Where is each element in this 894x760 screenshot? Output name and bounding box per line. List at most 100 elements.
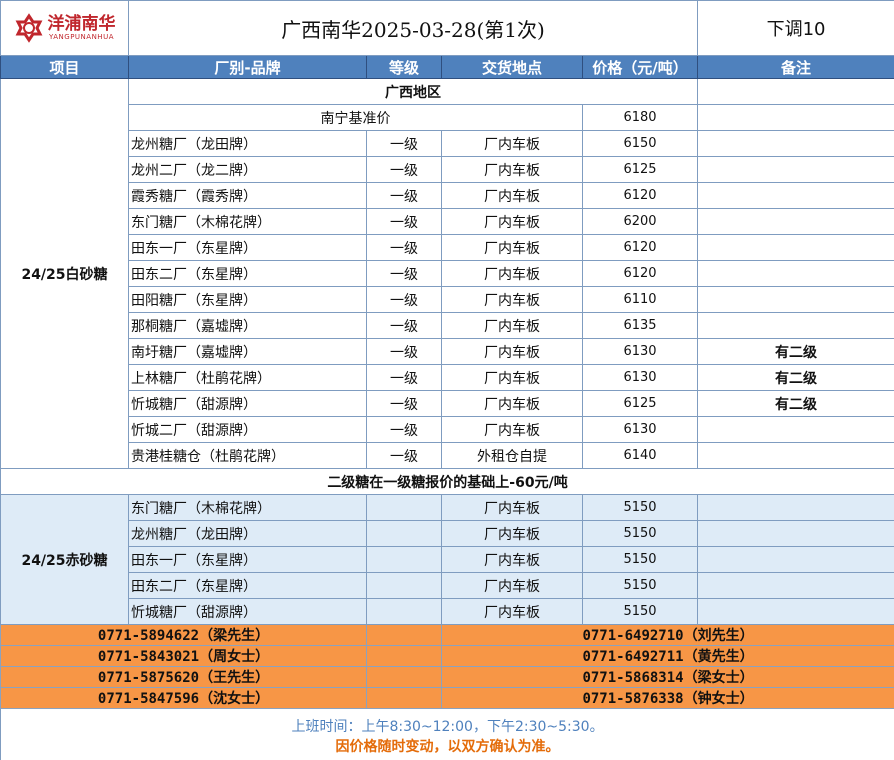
delivery-location: 厂内车板 xyxy=(441,286,583,313)
contact-phone: 0771-5847596（沈女士） xyxy=(0,687,367,709)
contact-row: 0771-5894622（梁先生） 0771-6492710（刘先生） xyxy=(0,624,894,646)
grade xyxy=(366,546,442,573)
factory-brand: 田东二厂（东星牌） xyxy=(128,260,367,287)
table-row: 24/25赤砂糖 东门糖厂（木棉花牌） 厂内车板 5150 xyxy=(0,494,894,625)
table-row: 田东二厂（东星牌） 厂内车板 5150 xyxy=(1,572,894,599)
grade: 一级 xyxy=(366,208,442,235)
grade: 一级 xyxy=(366,416,442,443)
logo-icon xyxy=(15,13,42,43)
factory-brand: 忻城糖厂（甜源牌） xyxy=(128,598,367,625)
note xyxy=(697,156,894,183)
col-header-factory: 厂别-品牌 xyxy=(128,55,367,79)
factory-brand: 田东二厂（东星牌） xyxy=(128,572,367,599)
factory-brand: 龙州糖厂（龙田牌） xyxy=(128,130,367,157)
price: 6150 xyxy=(581,130,699,157)
grade: 一级 xyxy=(366,260,442,287)
note xyxy=(697,182,894,209)
contact-row: 0771-5847596（沈女士） 0771-5876338（钟女士） xyxy=(0,687,894,709)
contact-phone: 0771-5876338（钟女士） xyxy=(440,687,894,709)
note-cell xyxy=(697,104,894,131)
delivery-location: 厂内车板 xyxy=(441,364,583,391)
delivery-location: 厂内车板 xyxy=(441,312,583,339)
delivery-location: 厂内车板 xyxy=(441,130,583,157)
factory-brand: 龙州糖厂（龙田牌） xyxy=(128,520,367,547)
note xyxy=(697,598,894,625)
table-row: 忻城糖厂（甜源牌） 一级 厂内车板 6125 有二级 xyxy=(1,390,894,417)
grade: 一级 xyxy=(366,182,442,209)
office-hours: 上班时间：上午8:30~12:00，下午2:30~5:30。 xyxy=(291,719,604,735)
price: 6130 xyxy=(581,364,699,391)
grade: 一级 xyxy=(366,156,442,183)
price: 6200 xyxy=(581,208,699,235)
note: 有二级 xyxy=(697,364,894,391)
table-row: 龙州二厂（龙二牌） 一级 厂内车板 6125 xyxy=(1,156,894,183)
col-header-note: 备注 xyxy=(697,55,894,79)
price: 6125 xyxy=(581,390,699,417)
price: 5150 xyxy=(581,520,699,547)
grade: 一级 xyxy=(366,442,442,469)
contact-row: 0771-5843021（周女士） 0771-6492711（黄先生） xyxy=(0,645,894,667)
grade: 一级 xyxy=(366,364,442,391)
delivery-location: 厂内车板 xyxy=(441,182,583,209)
factory-brand: 田阳糖厂（东星牌） xyxy=(128,286,367,313)
delivery-location: 厂内车板 xyxy=(441,260,583,287)
logo-text: 洋浦南华 xyxy=(47,14,116,34)
table-row: 田东一厂（东星牌） 一级 厂内车板 6120 xyxy=(1,234,894,261)
contact-phone: 0771-5875620（王先生） xyxy=(0,666,367,688)
brown-sugar-label: 24/25赤砂糖 xyxy=(0,494,129,625)
factory-brand: 上林糖厂（杜鹃花牌） xyxy=(128,364,367,391)
delivery-location: 厂内车板 xyxy=(441,572,583,599)
sheet-title: 广西南华2025-03-28(第1次) xyxy=(127,0,699,56)
delivery-location: 厂内车板 xyxy=(441,598,583,625)
factory-brand: 贵港桂糖仓（杜鹃花牌） xyxy=(128,442,367,469)
price-adjustment: 下调10 xyxy=(697,0,894,56)
empty-cell xyxy=(366,645,442,667)
note xyxy=(697,546,894,573)
note xyxy=(697,130,894,157)
col-header-grade: 等级 xyxy=(366,55,442,79)
price: 5150 xyxy=(581,546,699,573)
note xyxy=(697,494,894,521)
base-price: 6180 xyxy=(581,104,699,131)
price: 6135 xyxy=(581,312,699,339)
price: 5150 xyxy=(581,494,699,521)
contact-phone: 0771-6492711（黄先生） xyxy=(440,645,894,667)
logo: 洋浦南华 YANGPUNANHUA xyxy=(0,0,129,56)
col-header-item: 项目 xyxy=(0,55,129,79)
note xyxy=(697,260,894,287)
grade xyxy=(366,598,442,625)
table-row: 忻城糖厂（甜源牌） 厂内车板 5150 xyxy=(1,598,894,625)
empty-cell xyxy=(366,624,442,646)
contact-phone: 0771-5843021（周女士） xyxy=(0,645,367,667)
price: 6120 xyxy=(581,260,699,287)
delivery-location: 厂内车板 xyxy=(441,390,583,417)
table-row: 田东二厂（东星牌） 一级 厂内车板 6120 xyxy=(1,260,894,287)
price: 6140 xyxy=(581,442,699,469)
delivery-location: 厂内车板 xyxy=(441,234,583,261)
note xyxy=(697,312,894,339)
region-label: 广西地区 xyxy=(127,78,699,105)
grade: 一级 xyxy=(366,234,442,261)
note: 有二级 xyxy=(697,338,894,365)
delivery-location: 厂内车板 xyxy=(441,416,583,443)
price: 6120 xyxy=(581,234,699,261)
grade: 一级 xyxy=(366,338,442,365)
grade: 一级 xyxy=(366,312,442,339)
table-row: 霞秀糖厂（霞秀牌） 一级 厂内车板 6120 xyxy=(1,182,894,209)
contact-row: 0771-5875620（王先生） 0771-5868314（梁女士） xyxy=(0,666,894,688)
table-row: 贵港桂糖仓（杜鹃花牌） 一级 外租仓自提 6140 xyxy=(1,442,894,469)
note xyxy=(697,520,894,547)
note xyxy=(697,234,894,261)
table-row: 上林糖厂（杜鹃花牌） 一级 厂内车板 6130 有二级 xyxy=(1,364,894,391)
delivery-location: 厂内车板 xyxy=(441,338,583,365)
factory-brand: 龙州二厂（龙二牌） xyxy=(128,156,367,183)
delivery-location: 厂内车板 xyxy=(441,494,583,521)
note xyxy=(697,442,894,469)
table-row: 田阳糖厂（东星牌） 一级 厂内车板 6110 xyxy=(1,286,894,313)
table-row: 南圩糖厂（嘉墟牌） 一级 厂内车板 6130 有二级 xyxy=(1,338,894,365)
price: 6125 xyxy=(581,156,699,183)
contact-phone: 0771-5868314（梁女士） xyxy=(440,666,894,688)
factory-brand: 东门糖厂（木棉花牌） xyxy=(128,494,367,521)
grade xyxy=(366,520,442,547)
